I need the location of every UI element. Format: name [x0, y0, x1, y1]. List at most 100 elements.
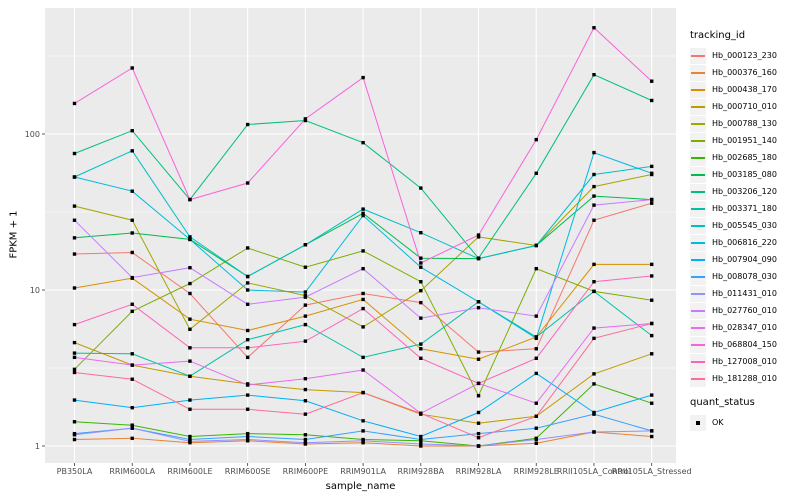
data-point: [188, 346, 192, 350]
legend-item-label: Hb_000438_170: [712, 85, 777, 94]
legend-key-icon: [690, 115, 706, 132]
legend-key-icon: [690, 149, 706, 166]
data-point: [419, 261, 423, 265]
data-point: [130, 309, 134, 314]
data-point: [650, 401, 654, 405]
data-point: [419, 186, 423, 190]
data-point: [72, 218, 77, 222]
data-point: [534, 414, 538, 419]
data-point: [72, 252, 77, 256]
legend-key-icon: [690, 268, 706, 285]
data-point: [419, 288, 423, 293]
legend-item: Hb_000710_010: [690, 98, 800, 115]
data-point: [534, 441, 538, 446]
data-point: [72, 437, 77, 442]
data-point: [650, 201, 654, 205]
legend-item: Hb_001951_140: [690, 132, 800, 149]
data-point: [419, 256, 423, 260]
data-point: [592, 72, 596, 77]
data-point: [361, 390, 365, 395]
data-point: [303, 322, 308, 327]
data-point: [245, 355, 250, 360]
data-point: [245, 434, 250, 439]
data-point: [130, 423, 134, 427]
data-point: [303, 412, 308, 416]
data-point: [188, 265, 192, 270]
legend-color-line-icon: [691, 190, 705, 193]
legend-key-icon: [690, 47, 706, 64]
data-point: [245, 346, 250, 350]
data-point: [188, 197, 192, 202]
legend-color-line-icon: [691, 71, 705, 74]
data-point: [650, 393, 654, 397]
data-point: [476, 410, 481, 415]
data-point: [245, 181, 250, 185]
legend-items: Hb_000123_230 Hb_000376_160 Hb_000438_170 H…: [690, 47, 800, 387]
data-point: [534, 266, 538, 271]
x-tick-label: RRIM600LE: [167, 467, 212, 476]
data-point: [72, 322, 77, 327]
legend-color-line-icon: [691, 88, 705, 91]
legend-color-line-icon: [691, 292, 705, 295]
data-point: [650, 98, 654, 103]
legend-item: Hb_000438_170: [690, 81, 800, 98]
data-point: [592, 184, 596, 189]
data-point: [303, 437, 308, 442]
data-point: [592, 218, 596, 222]
data-point: [650, 321, 654, 326]
data-point: [476, 431, 481, 436]
data-point: [592, 26, 596, 30]
data-point: [534, 347, 538, 351]
y-tick-label: 10: [30, 286, 40, 295]
data-point: [72, 340, 77, 345]
data-point: [476, 444, 481, 448]
legend-item-label: Hb_011431_010: [712, 289, 777, 298]
data-point: [419, 347, 423, 351]
data-point: [303, 440, 308, 445]
data-point: [361, 75, 365, 80]
data-point: [361, 213, 365, 218]
data-point: [303, 377, 308, 381]
data-point: [534, 437, 538, 442]
legend-color-line-icon: [691, 360, 705, 363]
data-point: [72, 355, 77, 360]
legend-item: Hb_003371_180: [690, 200, 800, 217]
legend-item-label: Hb_003185_080: [712, 170, 777, 179]
legend-item: Hb_127008_010: [690, 353, 800, 370]
data-point: [592, 372, 596, 376]
data-point: [419, 442, 423, 446]
data-point: [188, 237, 192, 242]
data-point: [592, 203, 596, 207]
legend-key-icon: [690, 302, 706, 319]
legend-color-line-icon: [691, 309, 705, 312]
data-point: [419, 316, 423, 320]
data-point: [361, 291, 365, 296]
legend: tracking_id Hb_000123_230 Hb_000376_160 Hb…: [690, 30, 800, 431]
x-tick-label: RRIM600SE: [225, 467, 271, 476]
legend-item: Hb_002685_180: [690, 149, 800, 166]
data-point: [130, 363, 134, 367]
data-point: [419, 230, 423, 235]
legend-color-line-icon: [691, 139, 705, 142]
legend-item: Hb_000123_230: [690, 47, 800, 64]
x-tick-label: RRIM928BA: [398, 467, 445, 476]
x-tick-label: PB350LA: [57, 467, 93, 476]
data-point: [361, 306, 365, 311]
data-point: [534, 314, 538, 318]
data-point: [188, 235, 192, 239]
x-tick-label: RRIM928LA: [456, 467, 502, 476]
data-point: [476, 300, 481, 304]
legend-key-icon: [690, 64, 706, 81]
x-tick-label: RRIM901LA: [340, 467, 386, 476]
data-point: [650, 429, 654, 433]
legend-color-line-icon: [691, 105, 705, 108]
data-point: [72, 101, 77, 106]
legend-key-icon: [690, 166, 706, 183]
legend-color-line-icon: [691, 122, 705, 125]
legend-item: Hb_068804_150: [690, 336, 800, 353]
legend-color-line-icon: [691, 326, 705, 329]
legend-item: Hb_005545_030: [690, 217, 800, 234]
x-tick-label: RRIM600PE: [283, 467, 329, 476]
data-point: [476, 381, 481, 386]
